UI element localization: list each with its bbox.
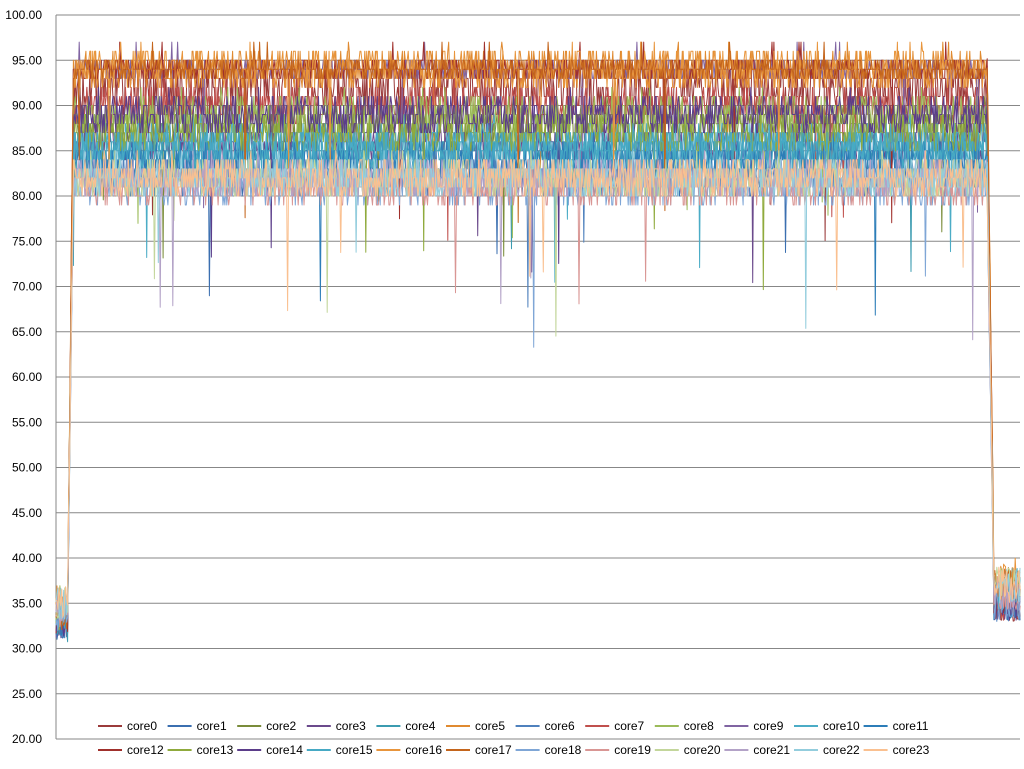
legend: core0 core1 core2 core3 core4 core5 core6 core7…	[98, 719, 930, 757]
legend-item-core0: core0	[98, 719, 157, 733]
legend-label: core21	[753, 743, 790, 757]
legend-item-core21: core21	[724, 743, 790, 757]
series-line-core15	[55, 123, 1021, 631]
legend-label: core15	[336, 743, 373, 757]
legend-item-core18: core18	[515, 743, 582, 757]
y-tick-label: 30.00	[12, 642, 42, 656]
legend-label: core17	[475, 743, 512, 757]
legend-item-core7: core7	[585, 719, 645, 733]
legend-label: core12	[127, 743, 164, 757]
legend-label: core14	[266, 743, 303, 757]
legend-item-core4: core4	[376, 719, 436, 733]
legend-label: core16	[405, 743, 442, 757]
legend-label: core11	[893, 719, 929, 733]
legend-item-core8: core8	[654, 719, 714, 733]
y-tick-label: 55.00	[12, 415, 42, 429]
legend-item-core22: core22	[794, 743, 860, 757]
legend-label: core5	[475, 719, 505, 733]
legend-label: core23	[893, 743, 930, 757]
y-tick-label: 45.00	[12, 506, 42, 520]
legend-label: core2	[266, 719, 296, 733]
legend-item-core1: core1	[167, 719, 227, 733]
legend-item-core13: core13	[167, 743, 234, 757]
y-tick-label: 40.00	[12, 551, 42, 565]
legend-label: core19	[614, 743, 651, 757]
series-line-core14	[55, 86, 1021, 637]
legend-label: core8	[684, 719, 714, 733]
y-tick-label: 75.00	[12, 234, 42, 248]
legend-label: core0	[127, 719, 157, 733]
legend-item-core16: core16	[376, 743, 442, 757]
legend-label: core13	[197, 743, 234, 757]
y-tick-label: 35.00	[12, 596, 42, 610]
y-tick-label: 50.00	[12, 461, 42, 475]
legend-label: core22	[823, 743, 860, 757]
y-tick-label: 80.00	[12, 189, 42, 203]
y-tick-label: 60.00	[12, 370, 42, 384]
legend-item-core20: core20	[654, 743, 721, 757]
series-line-core11	[55, 132, 1021, 638]
series-line-core13	[55, 105, 1021, 630]
legend-label: core18	[545, 743, 582, 757]
legend-label: core10	[823, 719, 860, 733]
legend-label: core7	[614, 719, 644, 733]
legend-item-core23: core23	[863, 743, 930, 757]
legend-item-core5: core5	[446, 719, 505, 733]
legend-item-core3: core3	[306, 719, 366, 733]
y-tick-label: 70.00	[12, 280, 42, 294]
series-line-core17	[55, 41, 1021, 630]
y-tick-label: 100.00	[5, 8, 42, 22]
legend-item-core14: core14	[237, 743, 303, 757]
y-tick-label: 90.00	[12, 99, 42, 113]
legend-item-core15: core15	[306, 743, 373, 757]
legend-label: core20	[684, 743, 721, 757]
legend-label: core6	[545, 719, 575, 733]
y-tick-label: 95.00	[12, 53, 42, 67]
legend-label: core3	[336, 719, 366, 733]
legend-item-core11: core11	[863, 719, 929, 733]
legend-label: core4	[405, 719, 435, 733]
legend-label: core9	[753, 719, 783, 733]
y-tick-label: 65.00	[12, 325, 42, 339]
y-axis-tick-labels: 20.00 25.00 30.00 35.00 40.00 45.00 50.00 55.00…	[5, 8, 42, 746]
legend-item-core17: core17	[446, 743, 512, 757]
legend-label: core1	[197, 719, 227, 733]
legend-item-core19: core19	[585, 743, 651, 757]
legend-item-core2: core2	[237, 719, 297, 733]
legend-item-core12: core12	[98, 743, 164, 757]
y-tick-label: 85.00	[12, 144, 42, 158]
series-line-core10	[55, 114, 1021, 629]
y-tick-label: 20.00	[12, 732, 42, 746]
series-line-core23	[55, 150, 1021, 618]
legend-item-core9: core9	[724, 719, 784, 733]
series-lines	[55, 41, 1021, 643]
series-line-core4	[55, 123, 1021, 643]
y-tick-label: 25.00	[12, 687, 42, 701]
legend-item-core10: core10	[794, 719, 860, 733]
legend-item-core6: core6	[515, 719, 575, 733]
